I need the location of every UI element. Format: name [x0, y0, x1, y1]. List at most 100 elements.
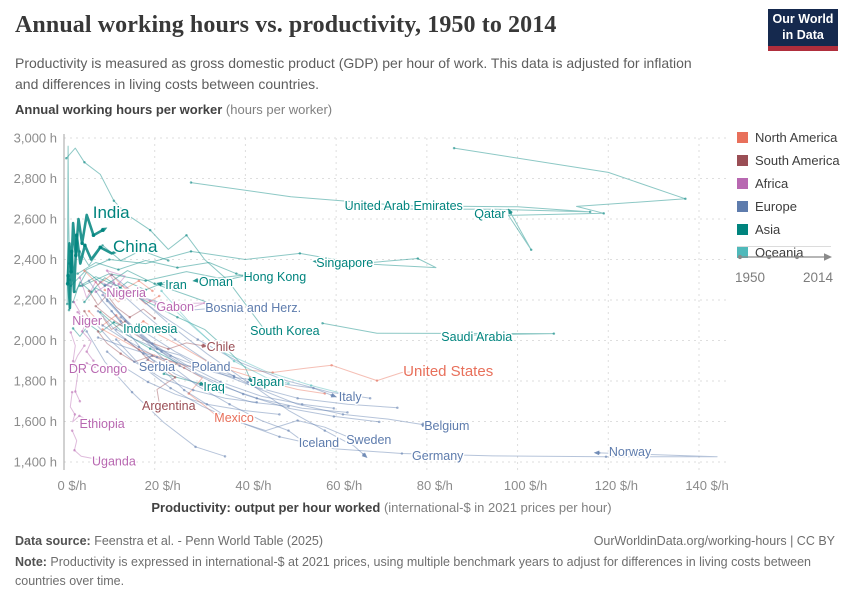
data-point [78, 414, 81, 418]
country-label-norway[interactable]: Norway [607, 444, 653, 461]
series-singapore[interactable] [70, 250, 437, 287]
country-label-serbia[interactable]: Serbia [137, 359, 176, 376]
country-label-south-korea[interactable]: South Korea [249, 322, 322, 339]
series-unlabeled[interactable] [77, 311, 94, 362]
series-unlabeled[interactable] [86, 331, 226, 457]
series-ethiopia[interactable] [69, 392, 94, 423]
data-point [176, 315, 179, 319]
country-label-hong-kong[interactable]: Hong Kong [242, 268, 308, 285]
series-united-arab-emirates[interactable] [190, 182, 591, 213]
series-unlabeled[interactable] [79, 244, 169, 267]
series-unlabeled[interactable] [106, 351, 280, 415]
legend-item-north-america[interactable]: North America [737, 130, 845, 145]
series-iceland[interactable] [106, 298, 303, 442]
data-point [96, 330, 100, 333]
time-range-slider[interactable]: 1950 2014 [735, 251, 835, 285]
data-point [101, 328, 104, 331]
country-label-italy[interactable]: Italy [337, 388, 364, 405]
series-oman[interactable] [81, 271, 255, 287]
y-tick-label: 1,600 h [14, 414, 57, 429]
country-label-bosnia-and-herz-[interactable]: Bosnia and Herz. [204, 299, 303, 316]
country-label-gabon[interactable]: Gabon [155, 299, 196, 316]
data-point [71, 364, 75, 368]
country-label-singapore[interactable]: Singapore [315, 254, 375, 271]
country-label-belgium[interactable]: Belgium [423, 417, 471, 434]
series-nigeria[interactable] [79, 277, 119, 299]
series-hong-kong[interactable] [77, 260, 251, 279]
data-point [65, 157, 68, 160]
series-united-states[interactable] [165, 359, 425, 382]
country-label-germany[interactable]: Germany [411, 447, 466, 464]
data-point [160, 289, 163, 293]
owid-logo[interactable]: Our World in Data [768, 9, 838, 51]
series-unlabeled[interactable] [88, 310, 160, 332]
country-label-niger[interactable]: Niger [71, 313, 104, 330]
series-unlabeled[interactable] [88, 280, 235, 377]
country-label-ethiopia[interactable]: Ethiopia [78, 415, 126, 432]
country-label-japan[interactable]: Japan [249, 374, 286, 391]
country-label-poland[interactable]: Poland [190, 359, 232, 376]
series-china[interactable] [66, 233, 124, 310]
series-unlabeled[interactable] [161, 290, 344, 395]
country-label-indonesia[interactable]: Indonesia [122, 320, 179, 337]
slider-end-year[interactable]: 2014 [802, 270, 833, 285]
series-arrowhead [194, 362, 201, 368]
series-unlabeled[interactable] [152, 330, 325, 395]
country-label-china[interactable]: China [111, 235, 159, 257]
country-label-iraq[interactable]: Iraq [202, 379, 227, 396]
legend-item-asia[interactable]: Asia [737, 222, 845, 237]
series-saudi-arabia[interactable] [322, 322, 555, 336]
series-gabon[interactable] [100, 281, 206, 312]
series-unlabeled[interactable] [95, 270, 133, 293]
legend-item-africa[interactable]: Africa [737, 176, 845, 191]
owid-url-link[interactable]: OurWorldinData.org/working-hours | CC BY [593, 534, 835, 548]
country-label-chile[interactable]: Chile [205, 338, 237, 355]
series-unlabeled[interactable] [93, 320, 257, 403]
series-iraq[interactable] [99, 311, 201, 385]
legend-swatch [737, 201, 748, 212]
legend-item-europe[interactable]: Europe [737, 199, 845, 214]
country-label-iceland[interactable]: Iceland [297, 434, 340, 451]
series-norway[interactable] [111, 310, 718, 458]
country-label-united-arab-emirates[interactable]: United Arab Emirates [343, 198, 464, 215]
country-label-uganda[interactable]: Uganda [90, 453, 137, 470]
data-point [223, 455, 227, 458]
series-unlabeled[interactable] [83, 310, 137, 331]
country-label-qatar[interactable]: Qatar [473, 205, 507, 222]
series-unlabeled[interactable] [102, 294, 334, 409]
legend-item-south-america[interactable]: South America [737, 153, 845, 168]
data-point [341, 413, 345, 416]
time-arrow[interactable] [735, 251, 835, 264]
series-unlabeled[interactable] [74, 270, 219, 307]
series-unlabeled[interactable] [97, 310, 289, 407]
series-unlabeled[interactable] [66, 145, 71, 311]
country-label-united-states[interactable]: United States [402, 362, 495, 382]
country-label-saudi-arabia[interactable]: Saudi Arabia [440, 329, 514, 346]
series-chile[interactable] [95, 305, 203, 350]
data-point [153, 282, 156, 286]
country-label-argentina[interactable]: Argentina [141, 397, 198, 414]
series-unlabeled[interactable] [106, 300, 380, 423]
series-unlabeled[interactable] [129, 290, 371, 399]
country-label-india[interactable]: India [91, 201, 131, 223]
country-label-oman[interactable]: Oman [197, 273, 234, 290]
series-unlabeled[interactable] [70, 332, 81, 402]
data-point [126, 328, 129, 331]
country-label-sweden[interactable]: Sweden [345, 431, 393, 448]
country-label-mexico[interactable]: Mexico [213, 410, 256, 427]
series-unlabeled[interactable] [143, 330, 398, 409]
data-point [296, 419, 299, 422]
series-unlabeled[interactable] [120, 316, 348, 413]
series-qatar[interactable] [454, 147, 686, 251]
series-iran[interactable] [84, 280, 183, 303]
series-unlabeled[interactable] [88, 290, 156, 319]
slider-start-year[interactable]: 1950 [735, 270, 766, 285]
country-label-iran[interactable]: Iran [164, 277, 189, 294]
series-unlabeled[interactable] [97, 331, 171, 365]
series-unlabeled[interactable] [84, 270, 153, 292]
country-label-nigeria[interactable]: Nigeria [105, 284, 148, 301]
series-italy[interactable] [97, 337, 332, 396]
country-label-dr-congo[interactable]: DR Congo [67, 361, 128, 378]
